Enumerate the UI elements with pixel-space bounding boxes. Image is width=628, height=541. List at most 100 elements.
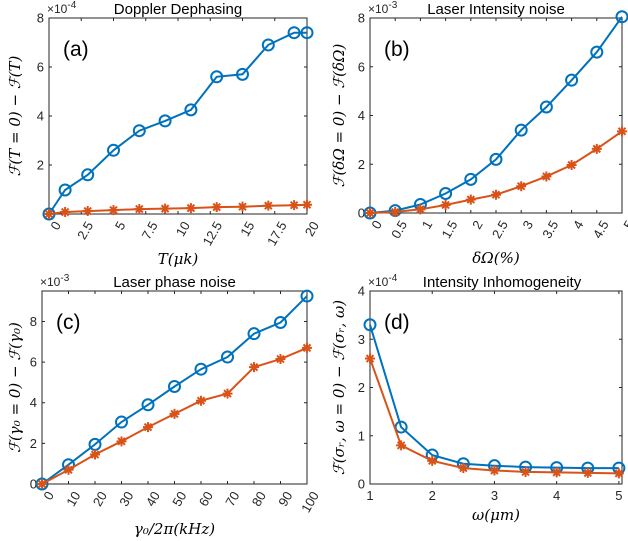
x-axis-label: ω(μm) — [472, 506, 520, 524]
x-tick-label: 20 — [90, 489, 110, 509]
data-point — [184, 103, 198, 117]
x-tick-label: 10 — [173, 219, 193, 239]
x-tick-label: 4.5 — [590, 218, 612, 241]
series-2 — [44, 199, 312, 219]
data-point — [302, 199, 312, 210]
data-point — [37, 479, 47, 489]
data-point — [514, 123, 528, 137]
data-point — [168, 379, 181, 393]
y-tick-label: 2 — [358, 157, 365, 172]
x-tick-label: 3 — [519, 218, 536, 232]
data-point — [82, 206, 93, 217]
y-tick-label: 0 — [358, 206, 365, 221]
x-tick-label: 2 — [469, 218, 486, 232]
data-point — [185, 203, 196, 214]
data-point — [143, 422, 153, 433]
x-tick-label: 3 — [491, 488, 498, 503]
data-point — [158, 114, 172, 128]
x-tick-label: 0 — [368, 218, 385, 232]
panel-a: 0 2.5 5 7.5 10 12.5 15 17.5 20 2 4 6 8×10-4 Doppler D… — [6, 0, 322, 268]
data-point — [464, 172, 478, 186]
y-tick-label: 0 — [30, 477, 37, 492]
data-point — [365, 208, 375, 218]
y-axis-label: ℱ(T = 0) − ℱ(T) — [6, 55, 24, 176]
data-point — [44, 209, 54, 219]
x-tick-label: 5 — [620, 218, 628, 232]
data-point — [287, 26, 301, 40]
data-point — [582, 467, 593, 478]
x-tick-label: 0 — [47, 219, 64, 233]
data-point — [221, 350, 234, 364]
data-point — [489, 465, 500, 476]
series-2 — [37, 342, 312, 489]
x-tick-label: 4 — [553, 488, 560, 503]
y-tick-label: 4 — [358, 108, 365, 123]
data-point — [275, 354, 286, 365]
chart-title: Laser phase noise — [113, 274, 236, 291]
y-axis-label: ℱ(σᵣ, ω = 0) − ℱ(σᵣ, ω) — [330, 300, 348, 475]
x-tick-label: 40 — [143, 489, 163, 509]
data-point — [363, 318, 377, 332]
chart-title: Laser Intensity noise — [427, 1, 565, 18]
data-point — [141, 398, 155, 412]
data-point — [516, 181, 527, 192]
data-point — [390, 207, 401, 218]
x-tick-label: 3.5 — [539, 218, 561, 241]
data-point — [302, 342, 312, 353]
x-tick-label: 60 — [196, 489, 216, 509]
x-tick-label: 7.5 — [139, 219, 161, 242]
data-point — [396, 440, 407, 451]
y-tick-label: 2 — [358, 380, 365, 395]
data-point — [541, 171, 552, 182]
x-tick-label: 1.5 — [438, 218, 460, 241]
data-point — [58, 183, 72, 197]
data-point — [107, 143, 120, 157]
y-tick-label: 3 — [358, 332, 365, 347]
exponent-label: ×10-3 — [368, 0, 398, 16]
data-point — [300, 26, 314, 40]
series-1 — [42, 26, 314, 221]
x-axis-label: δΩ(%) — [472, 249, 520, 267]
y-tick-label: 8 — [37, 11, 44, 26]
data-point — [394, 420, 408, 434]
data-point — [60, 207, 71, 218]
x-tick-label: 70 — [222, 489, 242, 509]
data-point — [274, 315, 287, 329]
data-point — [415, 204, 426, 215]
data-point — [300, 289, 314, 303]
data-point — [520, 466, 531, 477]
x-tick-label: 5 — [615, 488, 622, 503]
series-line — [41, 295, 308, 485]
data-point — [465, 194, 476, 205]
data-point — [160, 203, 171, 214]
x-axis-label: T(μk) — [158, 250, 199, 268]
data-point — [35, 477, 49, 491]
data-point — [108, 205, 119, 216]
panel-label: (b) — [384, 38, 410, 61]
x-tick-label: 0.5 — [388, 218, 410, 241]
data-point — [458, 463, 469, 474]
data-point — [196, 395, 206, 406]
data-point — [440, 199, 451, 210]
series-2 — [365, 126, 627, 218]
x-tick-label: 30 — [116, 489, 136, 509]
x-tick-label: 5 — [112, 219, 129, 233]
panel-c: 0 10 20 30 40 50 60 70 80 90 100 0 2 4 6 8 ×10-3 Laser ph… — [6, 273, 322, 538]
exponent-label: ×10-3 — [40, 273, 70, 289]
panel-label: (a) — [63, 38, 89, 61]
exponent-label: ×10-4 — [47, 0, 77, 16]
x-tick-label: 10 — [63, 489, 83, 509]
x-tick-label: 4 — [570, 218, 587, 232]
x-tick-label: 15 — [237, 219, 257, 239]
data-point — [211, 202, 222, 213]
data-point — [289, 200, 300, 211]
exponent-label: ×10-4 — [368, 273, 398, 289]
data-point — [237, 201, 248, 212]
data-point — [134, 204, 145, 215]
x-tick-label: 20 — [302, 219, 322, 239]
data-point — [489, 152, 503, 166]
data-point — [90, 449, 100, 460]
x-tick-label: 12.5 — [200, 219, 226, 248]
